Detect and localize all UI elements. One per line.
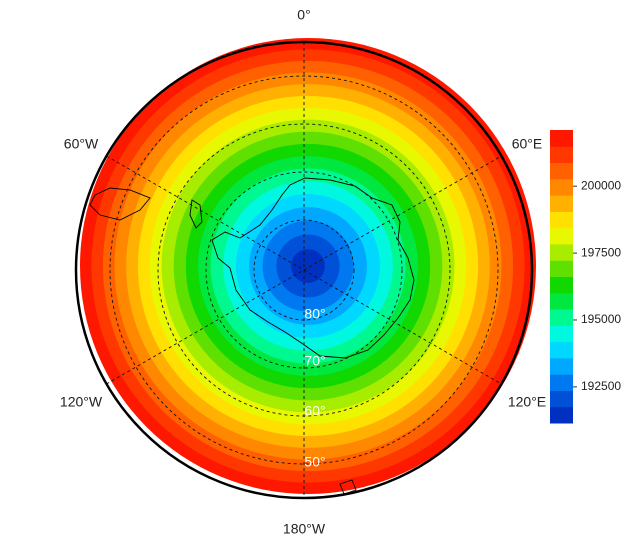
colorbar-band bbox=[550, 178, 573, 196]
colorbar-band bbox=[550, 309, 573, 326]
colorbar-tick-label: 197500 bbox=[581, 245, 621, 259]
lon-label: 0° bbox=[297, 7, 310, 23]
colorbar-band bbox=[550, 195, 573, 212]
colorbar-band bbox=[550, 260, 573, 277]
antarctica bbox=[211, 177, 415, 359]
lon-label: 60°E bbox=[512, 136, 543, 152]
colorbar: 192500 195000 197500 200000 bbox=[550, 130, 621, 424]
colorbar-band bbox=[550, 162, 573, 180]
colorbar-band bbox=[550, 357, 573, 375]
lat-label: 50° bbox=[304, 454, 325, 470]
peninsula-islands bbox=[189, 199, 203, 229]
colorbar-band bbox=[550, 325, 573, 343]
parallel bbox=[109, 75, 499, 465]
colorbar-band bbox=[550, 227, 573, 245]
contour-field bbox=[80, 38, 536, 494]
lon-label: 180°W bbox=[283, 521, 326, 537]
lat-label: 60° bbox=[304, 403, 325, 419]
contour-band bbox=[291, 249, 325, 283]
colorbar-band bbox=[550, 146, 573, 164]
colorbar-band bbox=[550, 341, 573, 359]
island bbox=[339, 479, 357, 495]
lon-label: 120°W bbox=[60, 394, 103, 410]
lon-label: 60°W bbox=[64, 136, 99, 152]
colorbar-band bbox=[550, 276, 573, 294]
colorbar-band bbox=[550, 211, 573, 229]
colorbar-band bbox=[550, 390, 573, 408]
colorbar-band bbox=[550, 243, 573, 261]
meridian bbox=[106, 155, 502, 385]
lat-label: 80° bbox=[304, 306, 325, 322]
colorbar-band bbox=[550, 406, 573, 424]
south-america-tip bbox=[89, 187, 151, 221]
lon-label: 120°E bbox=[508, 394, 546, 410]
colorbar-band bbox=[550, 292, 573, 310]
colorbar-tick-label: 192500 bbox=[581, 379, 621, 393]
colorbar-tick-label: 200000 bbox=[581, 178, 621, 192]
graticule bbox=[106, 42, 502, 498]
parallel bbox=[205, 171, 403, 369]
coastline bbox=[89, 177, 415, 495]
colorbar-band bbox=[550, 374, 573, 391]
map-border bbox=[74, 40, 534, 500]
lat-label: 70° bbox=[304, 353, 325, 369]
colorbar-band bbox=[550, 130, 573, 147]
colorbar-tick-label: 195000 bbox=[581, 312, 621, 326]
